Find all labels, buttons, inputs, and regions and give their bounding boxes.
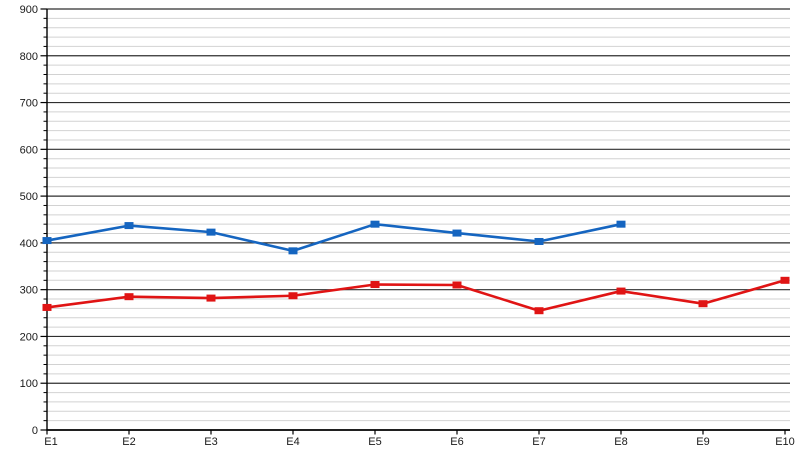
x-axis-tick-label: E9	[696, 436, 709, 448]
x-axis-tick-label: E3	[204, 436, 217, 448]
y-axis-tick-label: 100	[20, 378, 38, 390]
series-red-marker	[616, 287, 626, 295]
y-axis-tick-label: 200	[20, 331, 38, 343]
series-blue-marker	[288, 247, 298, 255]
x-axis-tick-label: E7	[532, 436, 545, 448]
series-red-marker	[698, 300, 708, 308]
series-blue-marker	[534, 237, 544, 245]
series-blue-line	[45, 222, 623, 253]
y-axis-tick-label: 400	[20, 238, 38, 250]
series-red-marker	[370, 281, 380, 289]
series-blue-marker	[452, 229, 462, 237]
series-red-marker	[288, 292, 298, 300]
series-red-marker	[452, 281, 462, 289]
series-red-marker	[780, 276, 790, 284]
y-axis-tick-label: 700	[20, 98, 38, 110]
series-red-line	[45, 279, 787, 313]
y-axis-tick-label: 800	[20, 51, 38, 63]
x-axis-tick-label: E10	[775, 436, 795, 448]
series-blue-marker	[616, 220, 626, 228]
series-red-marker	[42, 303, 52, 311]
x-axis-tick-label: E5	[368, 436, 381, 448]
y-axis-tick-label: 500	[20, 191, 38, 203]
x-axis-tick-label: E1	[44, 436, 57, 448]
series-blue-marker	[206, 228, 216, 236]
x-axis-tick-label: E2	[122, 436, 135, 448]
y-axis-tick-label: 0	[32, 425, 38, 437]
series-red-marker	[124, 293, 134, 301]
series-blue-marker	[42, 237, 52, 245]
y-axis-tick-label: 300	[20, 285, 38, 297]
x-axis-tick-label: E6	[450, 436, 463, 448]
y-axis-tick-label: 600	[20, 144, 38, 156]
series-red-marker	[534, 307, 544, 315]
x-axis-tick-label: E8	[614, 436, 627, 448]
x-axis-tick-label: E4	[286, 436, 299, 448]
series-blue-marker	[124, 222, 134, 230]
series-red-marker	[206, 294, 216, 302]
series-blue-marker	[370, 220, 380, 228]
y-axis-tick-label: 900	[20, 4, 38, 16]
